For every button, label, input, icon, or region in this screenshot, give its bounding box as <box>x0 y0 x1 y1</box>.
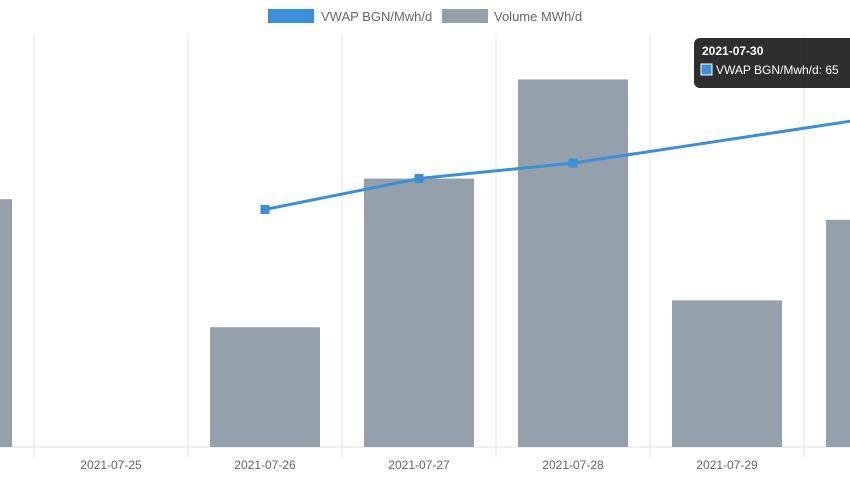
x-tick-label: 2021-07-28 <box>542 458 604 472</box>
vwap-point[interactable] <box>568 158 578 168</box>
x-tick-label: 2021-07-26 <box>234 458 296 472</box>
volume-bars <box>0 79 850 448</box>
tooltip: 2021-07-30 VWAP BGN/Mwh/d: 65 <box>694 38 850 88</box>
vwap-line <box>260 119 850 215</box>
x-tick-label: 2021-07-25 <box>80 458 142 472</box>
tooltip-swatch <box>700 63 713 76</box>
volume-bar[interactable] <box>826 219 850 447</box>
volume-bar[interactable] <box>518 79 628 448</box>
legend-label[interactable]: Volume MWh/d <box>494 9 582 24</box>
x-tick-label: 2021-07-29 <box>696 458 758 472</box>
volume-bar[interactable] <box>364 178 474 448</box>
legend-label[interactable]: VWAP BGN/Mwh/d <box>321 9 432 24</box>
vwap-series-line <box>264 119 850 211</box>
tooltip-box <box>694 38 850 88</box>
volume-bar[interactable] <box>210 327 320 447</box>
vwap-point[interactable] <box>414 174 424 184</box>
volume-bar[interactable] <box>672 300 782 447</box>
x-tick-label: 2021-07-27 <box>388 458 450 472</box>
legend-swatch[interactable] <box>268 9 314 23</box>
legend-swatch[interactable] <box>442 9 488 23</box>
tooltip-title: 2021-07-30 <box>702 44 764 58</box>
x-axis-ticks: 2021-07-25 2021-07-26 2021-07-27 2021-07-28… <box>80 458 758 472</box>
vwap-point[interactable] <box>260 205 270 215</box>
legend: VWAP BGN/Mwh/d Volume MWh/d <box>268 9 582 24</box>
volume-bar[interactable] <box>0 199 12 447</box>
tooltip-value: VWAP BGN/Mwh/d: 65 <box>716 63 839 77</box>
